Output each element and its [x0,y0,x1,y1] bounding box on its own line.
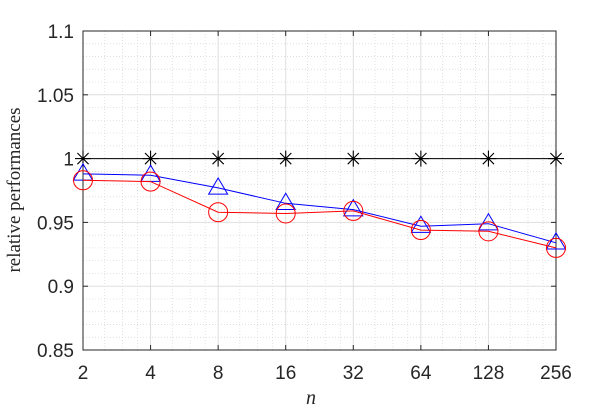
data-point-circle [410,220,431,241]
x-tick-label: 64 [410,363,432,384]
y-tick-label: 1.1 [48,22,74,43]
y-tick-label: 0.9 [48,277,74,298]
y-tick-label: 1 [63,150,74,171]
data-point-circle [208,202,229,223]
x-axis-title: n [306,387,316,409]
data-point-triangle [342,198,364,217]
x-tick-label: 256 [540,363,572,384]
series-asterisk [75,150,564,167]
y-tick-label: 1.05 [37,86,74,107]
data-point-triangle [478,212,499,231]
plot-area [83,31,556,350]
series-line [82,179,557,249]
axis-ticks [82,30,557,351]
data-point-triangle [410,215,432,233]
y-tick-labels: 0.85 0.9 0.95 1 1.05 1.1 [37,22,74,362]
data-point-asterisk [75,150,91,167]
data-point-circle [343,200,364,221]
x-tick-label: 16 [275,363,296,384]
y-axis-title: relative performances [4,107,25,272]
data-point-asterisk [480,150,497,167]
data-point-circle [478,221,499,242]
data-point-circle [140,171,161,192]
data-point-triangle [275,192,297,210]
y-tick-label: 0.95 [37,213,74,234]
series-circle [73,170,566,258]
data-point-asterisk [548,150,564,167]
x-tick-label: 32 [343,363,364,384]
data-point-asterisk [210,150,227,167]
x-tick-label: 8 [213,363,224,384]
data-point-circle [73,170,93,191]
data-point-asterisk [412,150,429,167]
data-point-asterisk [345,150,362,167]
y-tick-label: 0.85 [37,341,74,362]
data-point-asterisk [142,150,159,167]
plot-frame [82,30,557,351]
series-line [82,173,557,244]
series-group [72,150,567,258]
x-tick-label: 128 [473,363,505,384]
data-point-circle [275,203,296,224]
x-tick-label: 2 [78,363,89,384]
minor-grid [83,31,556,350]
data-point-triangle [207,176,229,195]
data-point-circle [546,237,566,258]
data-point-triangle [545,231,567,250]
x-tick-labels: 2 4 8 16 32 64 128 256 [78,363,572,384]
x-tick-label: 4 [145,363,156,384]
data-point-asterisk [277,150,294,167]
